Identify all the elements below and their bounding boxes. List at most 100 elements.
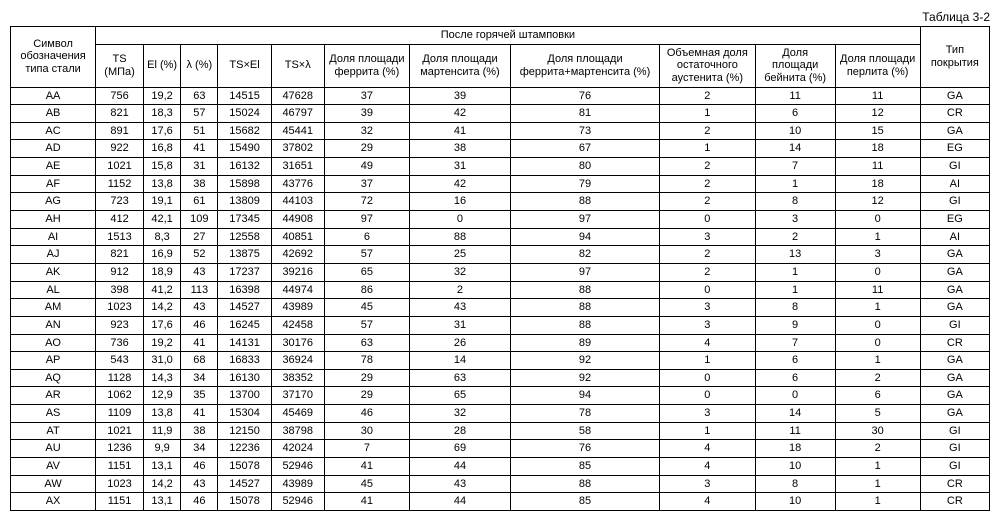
cell-ts: 922 [96, 140, 144, 158]
cell-ts: 1109 [96, 405, 144, 423]
cell-bain: 10 [755, 122, 835, 140]
cell-lam: 52 [181, 246, 218, 264]
cell-sym: AB [11, 105, 96, 123]
col-coating: Тип покрытия [920, 27, 989, 88]
cell-tsel: 15078 [218, 458, 271, 476]
cell-sym: AA [11, 87, 96, 105]
cell-aus: 1 [659, 352, 755, 370]
cell-tslam: 46797 [271, 105, 324, 123]
table-row: AB82118,35715024467973942811612CR [11, 105, 990, 123]
cell-fm: 58 [511, 422, 660, 440]
cell-lam: 35 [181, 387, 218, 405]
cell-lam: 31 [181, 158, 218, 176]
cell-bain: 11 [755, 87, 835, 105]
cell-lam: 43 [181, 299, 218, 317]
cell-mart: 32 [409, 263, 510, 281]
cell-ferr: 86 [324, 281, 409, 299]
cell-fm: 94 [511, 387, 660, 405]
cell-aus: 4 [659, 334, 755, 352]
cell-mart: 42 [409, 175, 510, 193]
cell-tsel: 15682 [218, 122, 271, 140]
cell-mart: 2 [409, 281, 510, 299]
cell-tslam: 42458 [271, 316, 324, 334]
cell-el: 15,8 [143, 158, 180, 176]
cell-lam: 34 [181, 369, 218, 387]
cell-tsel: 12558 [218, 228, 271, 246]
cell-lam: 57 [181, 105, 218, 123]
cell-ferr: 41 [324, 458, 409, 476]
cell-ferr: 7 [324, 440, 409, 458]
table-row: AV115113,14615078529464144854101GI [11, 458, 990, 476]
cell-tsel: 16398 [218, 281, 271, 299]
cell-perl: 6 [835, 387, 920, 405]
cell-tsel: 12150 [218, 422, 271, 440]
cell-sym: AO [11, 334, 96, 352]
col-el: El (%) [143, 44, 180, 87]
cell-bain: 6 [755, 352, 835, 370]
cell-tsel: 15024 [218, 105, 271, 123]
cell-tslam: 47628 [271, 87, 324, 105]
cell-coat: GI [920, 158, 989, 176]
cell-lam: 41 [181, 334, 218, 352]
table-row: AH41242,1109173454490897097030EG [11, 211, 990, 229]
cell-perl: 1 [835, 352, 920, 370]
cell-lam: 38 [181, 175, 218, 193]
cell-fm: 88 [511, 299, 660, 317]
cell-tslam: 43776 [271, 175, 324, 193]
table-row: AO73619,2411413130176632689470CR [11, 334, 990, 352]
cell-ferr: 37 [324, 175, 409, 193]
cell-el: 19,1 [143, 193, 180, 211]
cell-lam: 38 [181, 422, 218, 440]
cell-coat: GI [920, 193, 989, 211]
cell-mart: 44 [409, 493, 510, 511]
cell-ferr: 63 [324, 334, 409, 352]
cell-tsel: 15490 [218, 140, 271, 158]
cell-coat: GA [920, 299, 989, 317]
cell-ferr: 32 [324, 122, 409, 140]
cell-ferr: 97 [324, 211, 409, 229]
cell-mart: 42 [409, 105, 510, 123]
cell-coat: GA [920, 387, 989, 405]
cell-lam: 34 [181, 440, 218, 458]
cell-el: 14,2 [143, 299, 180, 317]
cell-ferr: 45 [324, 475, 409, 493]
cell-perl: 18 [835, 140, 920, 158]
cell-bain: 18 [755, 440, 835, 458]
cell-tslam: 42024 [271, 440, 324, 458]
cell-fm: 88 [511, 281, 660, 299]
cell-aus: 3 [659, 316, 755, 334]
cell-sym: AW [11, 475, 96, 493]
cell-tsel: 15898 [218, 175, 271, 193]
cell-coat: GA [920, 405, 989, 423]
header-row-1: Символ обозначения типа стали После горя… [11, 27, 990, 45]
cell-aus: 2 [659, 193, 755, 211]
cell-tslam: 37802 [271, 140, 324, 158]
cell-perl: 1 [835, 458, 920, 476]
cell-tsel: 13700 [218, 387, 271, 405]
cell-ts: 1128 [96, 369, 144, 387]
col-bainite: Доля площади бейнита (%) [755, 44, 835, 87]
cell-tsel: 15078 [218, 493, 271, 511]
cell-fm: 88 [511, 475, 660, 493]
cell-ferr: 78 [324, 352, 409, 370]
col-ferr-mart: Доля площади феррита+мартенсита (%) [511, 44, 660, 87]
cell-el: 13,1 [143, 458, 180, 476]
col-hotstamp-group: После горячей штамповки [96, 27, 921, 45]
cell-perl: 11 [835, 87, 920, 105]
cell-ts: 756 [96, 87, 144, 105]
cell-tslam: 36924 [271, 352, 324, 370]
cell-aus: 0 [659, 211, 755, 229]
cell-coat: GA [920, 352, 989, 370]
cell-tslam: 45469 [271, 405, 324, 423]
cell-sym: AE [11, 158, 96, 176]
cell-perl: 15 [835, 122, 920, 140]
cell-bain: 13 [755, 246, 835, 264]
cell-ferr: 29 [324, 140, 409, 158]
cell-aus: 2 [659, 87, 755, 105]
cell-lam: 41 [181, 405, 218, 423]
table-row: AR106212,9351370037170296594006GA [11, 387, 990, 405]
cell-bain: 1 [755, 175, 835, 193]
cell-bain: 10 [755, 458, 835, 476]
cell-aus: 3 [659, 475, 755, 493]
cell-tsel: 14131 [218, 334, 271, 352]
